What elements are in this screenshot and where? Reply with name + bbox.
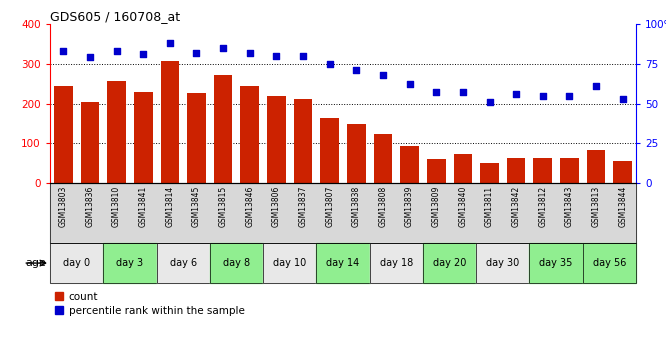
Bar [529,243,583,283]
Text: day 18: day 18 [380,258,413,268]
Bar [320,118,339,183]
Bar [50,243,103,283]
Point [484,99,495,105]
Point [431,90,442,95]
Text: day 30: day 30 [486,258,519,268]
Text: day 20: day 20 [433,258,466,268]
Bar [480,163,499,183]
Bar [583,243,636,283]
Point [591,83,601,89]
Bar [583,243,636,283]
Bar [370,243,423,283]
Bar [54,86,73,183]
Bar [103,243,157,283]
Bar [529,243,583,283]
Point [271,53,282,59]
Text: day 14: day 14 [326,258,360,268]
Text: day 6: day 6 [170,258,196,268]
Bar [507,158,525,183]
Bar [374,134,392,183]
Point [191,50,202,56]
Point [298,53,308,59]
Bar [476,243,529,283]
Point [165,40,175,46]
Text: age: age [26,258,47,268]
Bar [210,243,263,283]
Bar [107,81,126,183]
Bar [157,243,210,283]
Text: day 56: day 56 [593,258,626,268]
Bar [423,243,476,283]
Point [511,91,521,97]
Bar [214,75,232,183]
Bar [423,243,476,283]
Bar [157,243,210,283]
Point [351,67,362,73]
Text: day 8: day 8 [223,258,250,268]
Point [111,48,122,54]
Legend: count, percentile rank within the sample: count, percentile rank within the sample [55,292,244,316]
Point [324,61,335,67]
Point [404,82,415,87]
Bar [347,124,366,183]
Bar [560,158,579,183]
Bar [134,91,153,183]
Bar [240,86,259,183]
Bar [210,243,263,283]
Bar [454,154,472,183]
Bar [263,243,316,283]
Point [617,96,628,101]
Bar [587,150,605,183]
Text: GDS605 / 160708_at: GDS605 / 160708_at [50,10,180,23]
Point [564,93,575,98]
Bar [370,243,423,283]
Bar [316,243,370,283]
Point [458,90,468,95]
Bar [103,243,157,283]
Bar [187,93,206,183]
Bar [263,243,316,283]
Bar [613,161,632,183]
Bar [533,158,552,183]
Bar [161,61,179,183]
Text: day 10: day 10 [273,258,306,268]
Bar [267,96,286,183]
Bar [50,243,103,283]
Bar [476,243,529,283]
Bar [294,99,312,183]
Text: day 0: day 0 [63,258,90,268]
Bar [400,146,419,183]
Point [378,72,388,78]
Point [58,48,69,54]
Point [85,55,95,60]
Bar [81,101,99,183]
Text: day 3: day 3 [117,258,143,268]
Point [244,50,255,56]
Point [218,45,228,51]
Bar [427,159,446,183]
Point [138,51,149,57]
Point [537,93,548,98]
Bar [316,243,370,283]
Text: day 35: day 35 [539,258,573,268]
